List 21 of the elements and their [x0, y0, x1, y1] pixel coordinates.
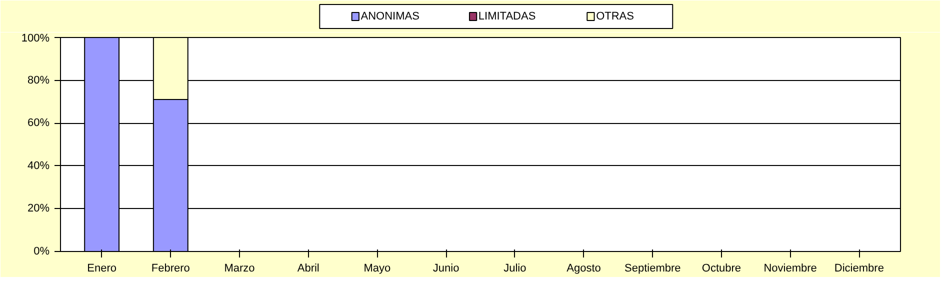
x-tick-label: Mayo — [364, 262, 391, 274]
x-tick-label: Diciembre — [834, 262, 884, 274]
y-tick-label: 20% — [27, 202, 50, 215]
x-tick-label: Octubre — [702, 262, 742, 274]
y-tick-label: 100% — [21, 32, 50, 44]
x-tick-label: Junio — [432, 262, 460, 274]
y-tick-label: 60% — [27, 117, 50, 130]
legend-label: ANONIMAS — [360, 10, 420, 22]
legend-label: LIMITADAS — [478, 10, 536, 22]
x-tick-label: Febrero — [151, 262, 190, 274]
x-tick-label: Julio — [504, 262, 526, 274]
x-tick-label: Marzo — [224, 262, 255, 274]
x-tick-label: Abril — [297, 262, 320, 274]
x-tick-label: Agosto — [566, 262, 601, 274]
x-tick-label: Septiembre — [624, 262, 681, 274]
x-tick-label: Noviembre — [764, 262, 817, 274]
x-tick-label: Enero — [87, 262, 116, 274]
y-tick-label: 0% — [34, 246, 50, 258]
legend-label: OTRAS — [596, 10, 634, 22]
y-tick-label: 80% — [27, 74, 50, 86]
y-tick-label: 40% — [27, 160, 50, 172]
